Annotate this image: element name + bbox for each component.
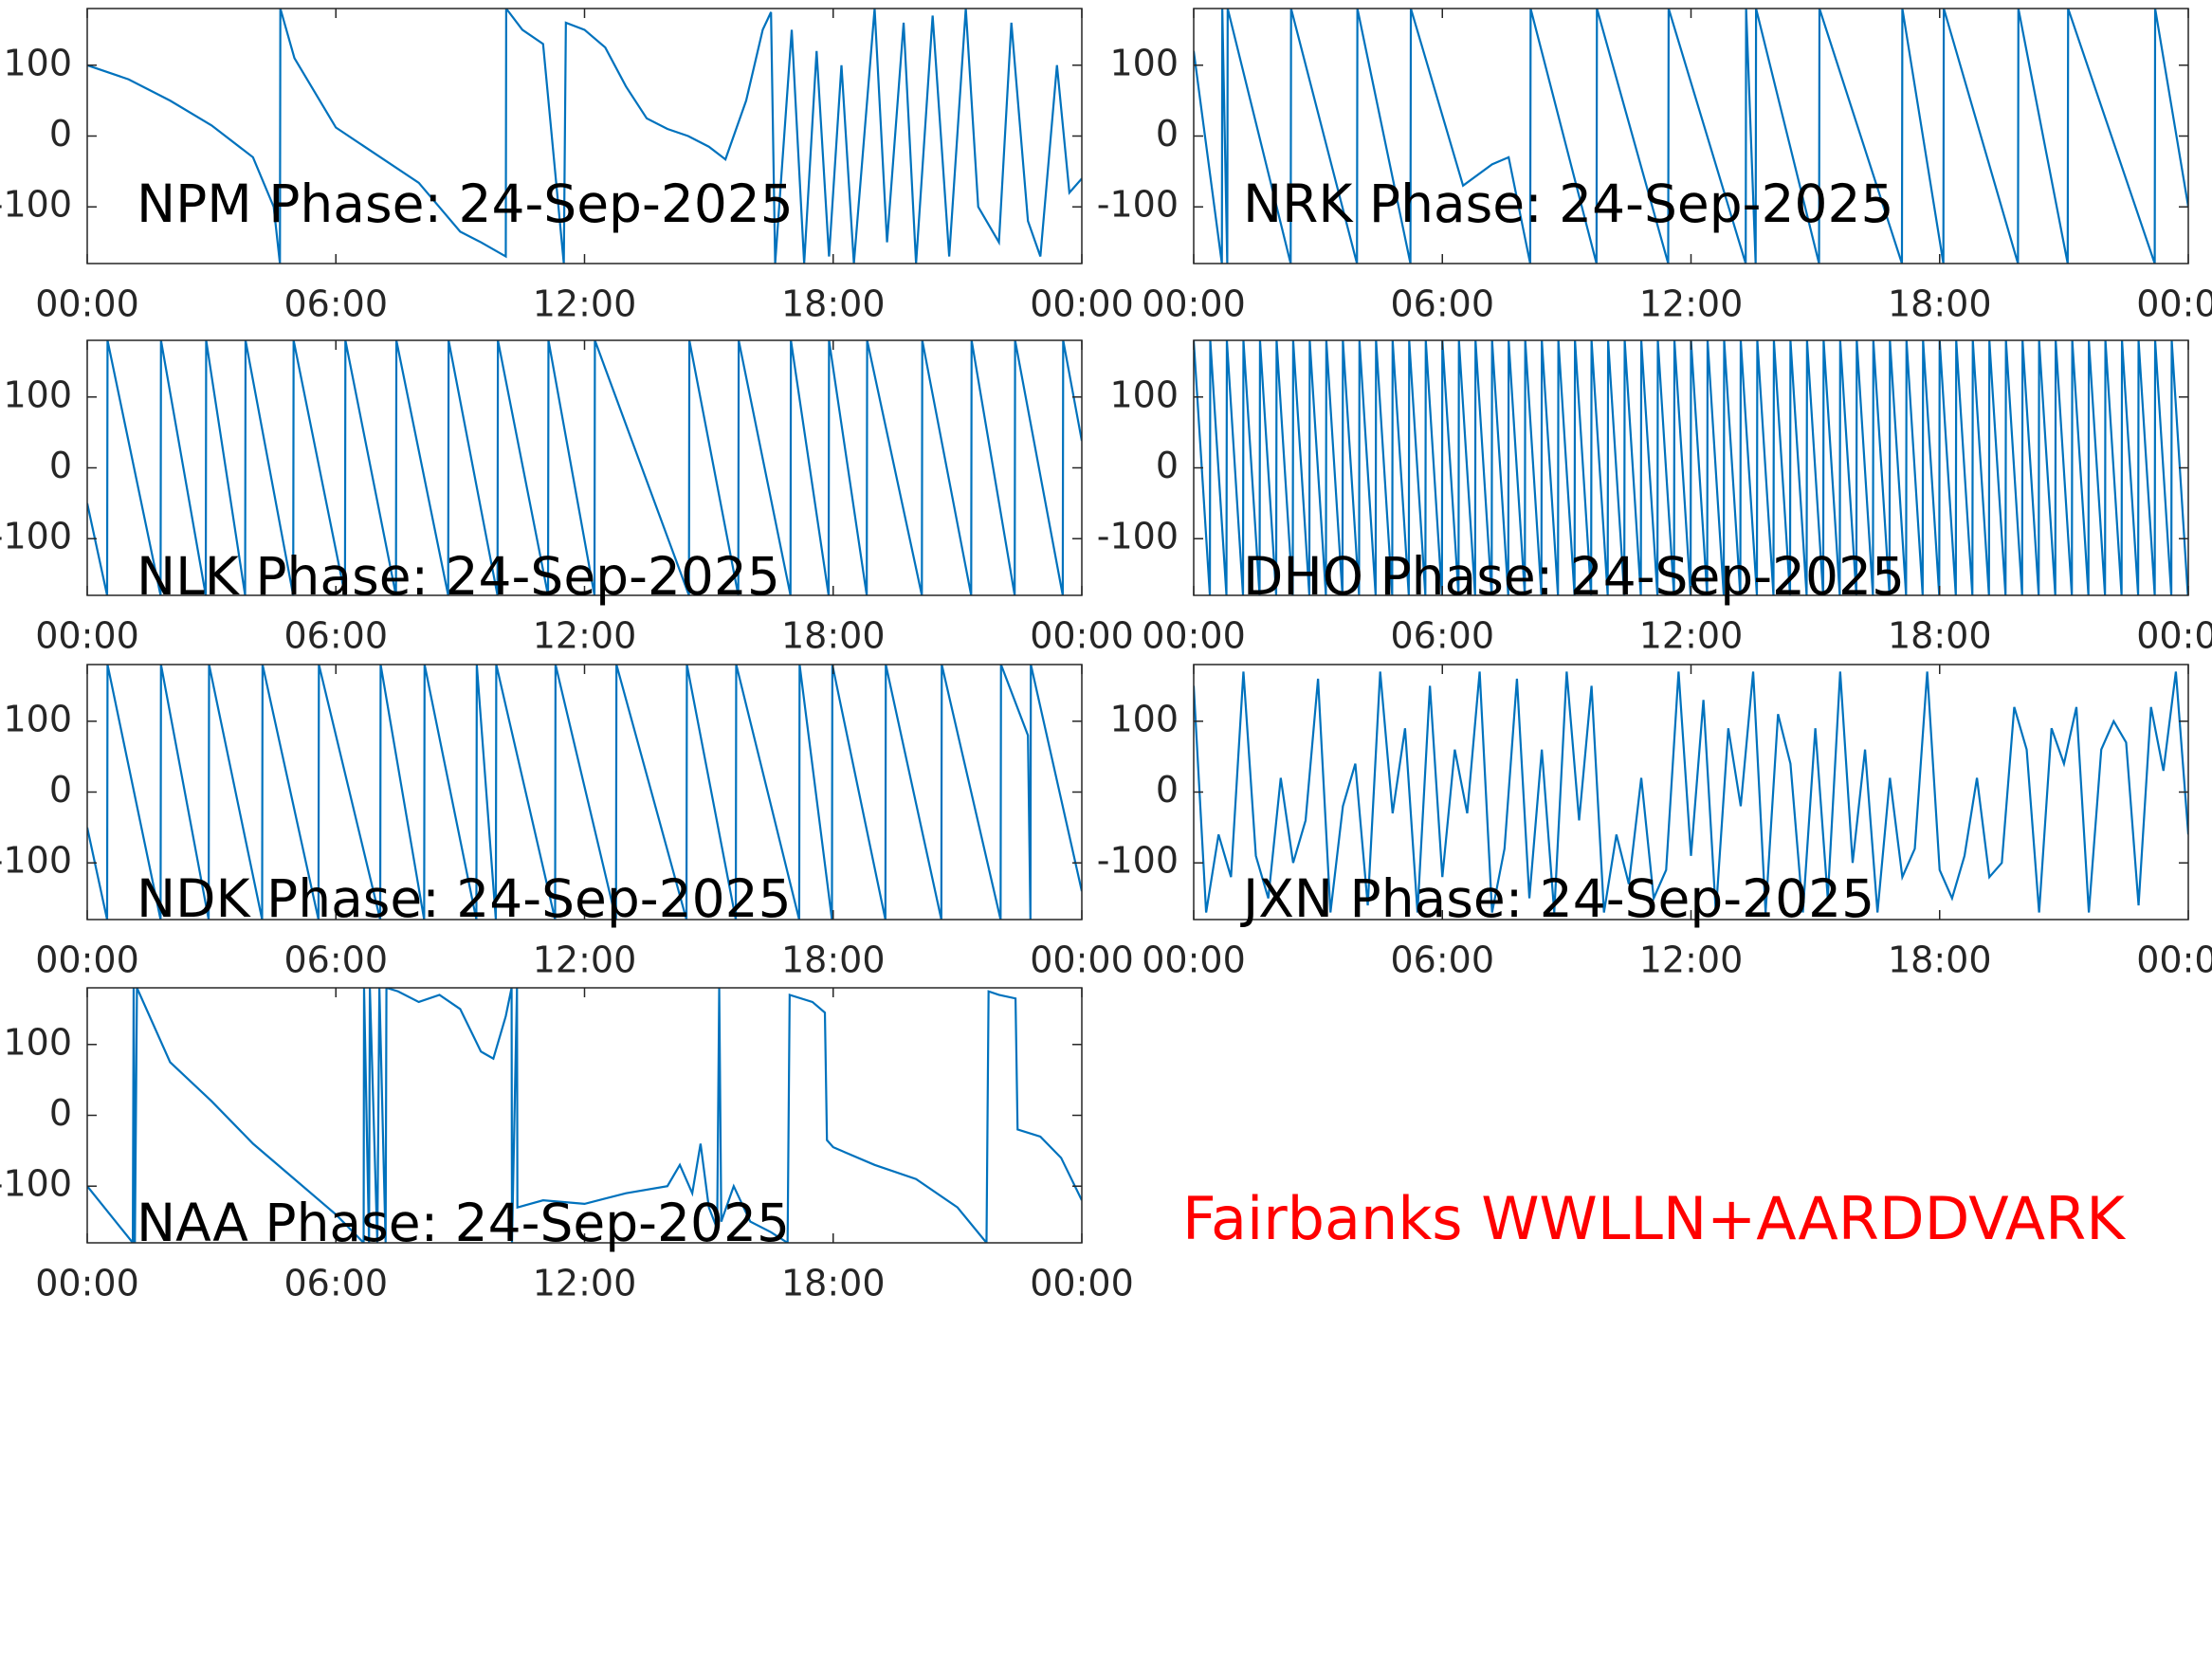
x-tick-label: 18:00 <box>1888 615 1992 657</box>
annotation: Fairbanks WWLLN+AARDDVARK <box>1182 1184 2126 1253</box>
x-tick-label: 18:00 <box>781 939 886 981</box>
x-tick-label: 06:00 <box>283 283 388 325</box>
y-tick-label: -100 <box>0 516 72 557</box>
y-tick-label: 100 <box>1109 698 1179 739</box>
x-tick-label: 06:00 <box>283 939 388 981</box>
y-tick-label: 100 <box>3 42 72 83</box>
chart-title: NLK Phase: 24-Sep-2025 <box>137 546 780 607</box>
data-line <box>1194 340 2188 595</box>
x-tick-label: 00:00 <box>35 615 139 657</box>
chart-title: NDK Phase: 24-Sep-2025 <box>137 868 792 929</box>
data-line <box>87 988 1082 1243</box>
y-tick-label: -100 <box>0 840 72 882</box>
subplot: 00:00 06:00 12:00 18:00 00:00 -100 0 100 DHO Pha… <box>1097 339 2212 657</box>
y-tick-label: 0 <box>1156 113 1179 155</box>
y-tick-label: 0 <box>49 769 72 811</box>
y-tick-label: 0 <box>49 445 72 486</box>
x-tick-label: 12:00 <box>533 1263 637 1304</box>
x-tick-label: 00:00 <box>1142 615 1246 657</box>
y-tick-label: 0 <box>1156 445 1179 486</box>
x-tick-label: 12:00 <box>533 615 637 657</box>
x-tick-label: 00:00 <box>1030 939 1134 981</box>
x-tick-label: 00:00 <box>35 283 139 325</box>
y-tick-label: 100 <box>3 1021 72 1063</box>
data-line <box>87 665 1082 920</box>
subplot: 00:00 06:00 12:00 18:00 00:00 -100 0 100 NRK Pha… <box>1097 8 2212 325</box>
x-tick-label: 00:00 <box>1030 283 1134 325</box>
y-tick-label: -100 <box>1097 840 1179 882</box>
x-tick-label: 00:00 <box>2136 283 2212 325</box>
x-tick-label: 06:00 <box>1390 615 1494 657</box>
subplot: 00:00 06:00 12:00 18:00 00:00 -100 0 100 NDK Pha… <box>0 664 1134 981</box>
x-tick-label: 00:00 <box>35 939 139 981</box>
x-tick-label: 00:00 <box>1142 939 1246 981</box>
y-tick-label: 100 <box>1109 374 1179 415</box>
y-tick-label: 100 <box>3 374 72 415</box>
x-tick-label: 12:00 <box>1639 939 1744 981</box>
y-tick-label: -100 <box>0 184 72 226</box>
x-tick-label: 18:00 <box>781 283 886 325</box>
data-line <box>87 9 1082 264</box>
x-tick-label: 00:00 <box>2136 615 2212 657</box>
chart-title: DHO Phase: 24-Sep-2025 <box>1243 546 1905 607</box>
chart-title: NAA Phase: 24-Sep-2025 <box>137 1193 790 1253</box>
data-line <box>87 340 1082 595</box>
y-tick-label: -100 <box>0 1163 72 1205</box>
chart-title: NPM Phase: 24-Sep-2025 <box>137 173 794 234</box>
subplot: 00:00 06:00 12:00 18:00 00:00 -100 0 100 NPM Pha… <box>0 8 1134 325</box>
x-tick-label: 18:00 <box>1888 939 1992 981</box>
x-tick-label: 12:00 <box>533 939 637 981</box>
subplot: 00:00 06:00 12:00 18:00 00:00 -100 0 100 NLK Pha… <box>0 339 1134 657</box>
x-tick-label: 18:00 <box>781 615 886 657</box>
chart-title: NRK Phase: 24-Sep-2025 <box>1243 173 1893 234</box>
x-tick-label: 18:00 <box>1888 283 1992 325</box>
subplot: 00:00 06:00 12:00 18:00 00:00 -100 0 100 JXN Pha… <box>1097 664 2212 981</box>
x-tick-label: 06:00 <box>1390 283 1494 325</box>
y-tick-label: 100 <box>3 698 72 739</box>
y-tick-label: 0 <box>1156 769 1179 811</box>
chart-title: JXN Phase: 24-Sep-2025 <box>1240 868 1874 929</box>
x-tick-label: 00:00 <box>1142 283 1246 325</box>
data-line <box>1194 671 2188 913</box>
x-tick-label: 12:00 <box>533 283 637 325</box>
x-tick-label: 06:00 <box>283 615 388 657</box>
y-tick-label: -100 <box>1097 184 1179 226</box>
x-tick-label: 00:00 <box>1030 615 1134 657</box>
x-tick-label: 00:00 <box>1030 1263 1134 1304</box>
y-tick-label: 100 <box>1109 42 1179 83</box>
x-tick-label: 06:00 <box>1390 939 1494 981</box>
x-tick-label: 00:00 <box>35 1263 139 1304</box>
x-tick-label: 12:00 <box>1639 615 1744 657</box>
x-tick-label: 12:00 <box>1639 283 1744 325</box>
y-tick-label: -100 <box>1097 516 1179 557</box>
x-tick-label: 06:00 <box>283 1263 388 1304</box>
x-tick-label: 00:00 <box>2136 939 2212 981</box>
subplot: 00:00 06:00 12:00 18:00 00:00 -100 0 100 NAA Pha… <box>0 987 1134 1304</box>
y-tick-label: 0 <box>49 1092 72 1134</box>
y-tick-label: 0 <box>49 113 72 155</box>
x-tick-label: 18:00 <box>781 1263 886 1304</box>
